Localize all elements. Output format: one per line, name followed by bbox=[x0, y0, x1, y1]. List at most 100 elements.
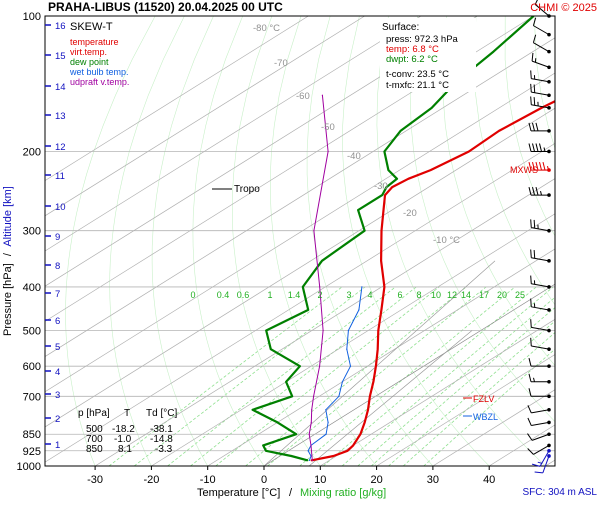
series-point bbox=[430, 170, 431, 171]
y-tick-label: 850 bbox=[23, 429, 41, 441]
series-point bbox=[381, 260, 382, 261]
series-point bbox=[342, 381, 343, 382]
series-point bbox=[388, 170, 389, 171]
mixing-ratio-label: 25 bbox=[515, 290, 525, 300]
altitude-tick-label: 10 bbox=[55, 202, 66, 213]
series-point bbox=[311, 460, 312, 461]
wind-barb-flag bbox=[534, 250, 535, 258]
series-point bbox=[361, 286, 362, 287]
reference-line bbox=[309, 331, 472, 466]
surface-dwpt: dwpt: 6.2 °C bbox=[386, 54, 438, 65]
legend-title: SKEW-T bbox=[70, 21, 113, 33]
table-header-td: Td [°C] bbox=[146, 408, 177, 419]
y-tick-label: 1000 bbox=[17, 461, 41, 473]
y-tick-label: 925 bbox=[23, 446, 41, 458]
wind-barb-flag bbox=[531, 219, 532, 227]
wind-barb-staff bbox=[531, 79, 549, 82]
wind-barb-flag bbox=[529, 358, 531, 366]
wind-barb-flag bbox=[535, 472, 543, 473]
x-axis-label-temperature: Temperature [°C] bbox=[197, 487, 280, 499]
series-point bbox=[381, 309, 382, 310]
series-point bbox=[299, 366, 300, 367]
mixing-ratio-label: 20 bbox=[497, 290, 507, 300]
wind-barb-point bbox=[547, 14, 551, 18]
series-point bbox=[291, 455, 292, 456]
dry-adiabat-line bbox=[564, 16, 600, 466]
altitude-tick-label: 12 bbox=[55, 142, 66, 153]
x-tick-label: 40 bbox=[483, 474, 495, 486]
wind-barb-point bbox=[547, 394, 551, 398]
series-point bbox=[333, 455, 334, 456]
series-point bbox=[377, 349, 378, 350]
series-point bbox=[375, 366, 376, 367]
series-point bbox=[367, 409, 368, 410]
x-axis-label-mixing: Mixing ratio [g/kg] bbox=[300, 487, 386, 499]
y-tick-label: 400 bbox=[23, 282, 41, 294]
dry-adiabat-line bbox=[232, 16, 320, 466]
series-point bbox=[252, 409, 253, 410]
wind-barb-staff bbox=[531, 92, 549, 95]
isotherm-label: -20 bbox=[403, 208, 417, 219]
series-point bbox=[309, 460, 310, 461]
wind-barb-point bbox=[547, 329, 551, 333]
wind-barb-point bbox=[547, 432, 551, 436]
wind-barb-point bbox=[547, 80, 551, 84]
altitude-tick-label: 7 bbox=[55, 289, 60, 300]
series-point bbox=[348, 330, 349, 331]
series-point bbox=[396, 178, 397, 179]
series-point bbox=[265, 450, 266, 451]
y-axis-label-pressure: Pressure [hPa] bbox=[2, 263, 14, 336]
series-point bbox=[364, 230, 365, 231]
isotherm-line bbox=[151, 16, 600, 466]
surface-title: Surface: bbox=[382, 22, 419, 33]
wind-barb-flag bbox=[531, 70, 532, 78]
mixing-ratio-label: 1 bbox=[267, 290, 272, 300]
dry-adiabat-line bbox=[505, 16, 600, 466]
wind-barb-point bbox=[547, 65, 551, 69]
wind-barb-half-flag bbox=[538, 462, 542, 463]
wind-barb-half-flag bbox=[544, 147, 545, 151]
mxws-label: MXWS bbox=[510, 165, 538, 175]
altitude-tick-label: 15 bbox=[55, 51, 66, 62]
mixing-ratio-label: 8 bbox=[416, 290, 421, 300]
x-axis-title: Temperature [°C] / Mixing ratio [g/kg] bbox=[197, 487, 386, 499]
isotherm-label: -50 bbox=[321, 122, 335, 133]
wind-barb-point bbox=[547, 129, 551, 133]
wind-barb-flag bbox=[528, 418, 531, 426]
surface-tmxfc: t-mxfc: 21.1 °C bbox=[386, 80, 449, 91]
wind-barb-point bbox=[547, 308, 551, 312]
altitude-tick-label: 5 bbox=[55, 342, 60, 353]
series-point bbox=[384, 195, 385, 196]
wind-barb-flag bbox=[531, 276, 532, 284]
isotherm-label: -30 bbox=[374, 181, 388, 192]
isotherm-label: -70 bbox=[274, 58, 288, 69]
wind-barb-point bbox=[547, 408, 551, 412]
mixing-ratio-label: 14 bbox=[461, 290, 471, 300]
series-point bbox=[308, 450, 309, 451]
series-point bbox=[307, 460, 308, 461]
isotherm-line bbox=[0, 16, 308, 466]
series-point bbox=[321, 260, 322, 261]
wind-barb-staff bbox=[531, 228, 549, 231]
series-point bbox=[384, 151, 385, 152]
surface-box: Surface: press: 972.3 hPa temp: 6.8 °C d… bbox=[380, 18, 476, 92]
legend-item-wet-bulb: wet bulb temp. bbox=[69, 67, 129, 77]
wind-barb-staff bbox=[532, 61, 549, 67]
wind-barb-point bbox=[547, 50, 551, 54]
wind-barb-flag bbox=[534, 84, 535, 92]
altitude-tick-label: 1 bbox=[55, 440, 60, 451]
wind-barb-flag bbox=[528, 405, 531, 413]
wind-barb-staff bbox=[531, 327, 549, 330]
series-point bbox=[493, 51, 494, 52]
isotherm-line bbox=[546, 16, 600, 466]
table-cell: 850 bbox=[86, 444, 103, 455]
wind-barb-point bbox=[547, 449, 551, 453]
y-axis-label-separator: / bbox=[2, 252, 14, 256]
wind-barb-flag bbox=[536, 123, 538, 131]
series-point bbox=[263, 445, 264, 446]
altitude-tick-label: 6 bbox=[55, 316, 60, 327]
wind-barb-point bbox=[547, 106, 551, 110]
isotherm-label: -60 bbox=[296, 91, 310, 102]
series-point bbox=[266, 330, 267, 331]
